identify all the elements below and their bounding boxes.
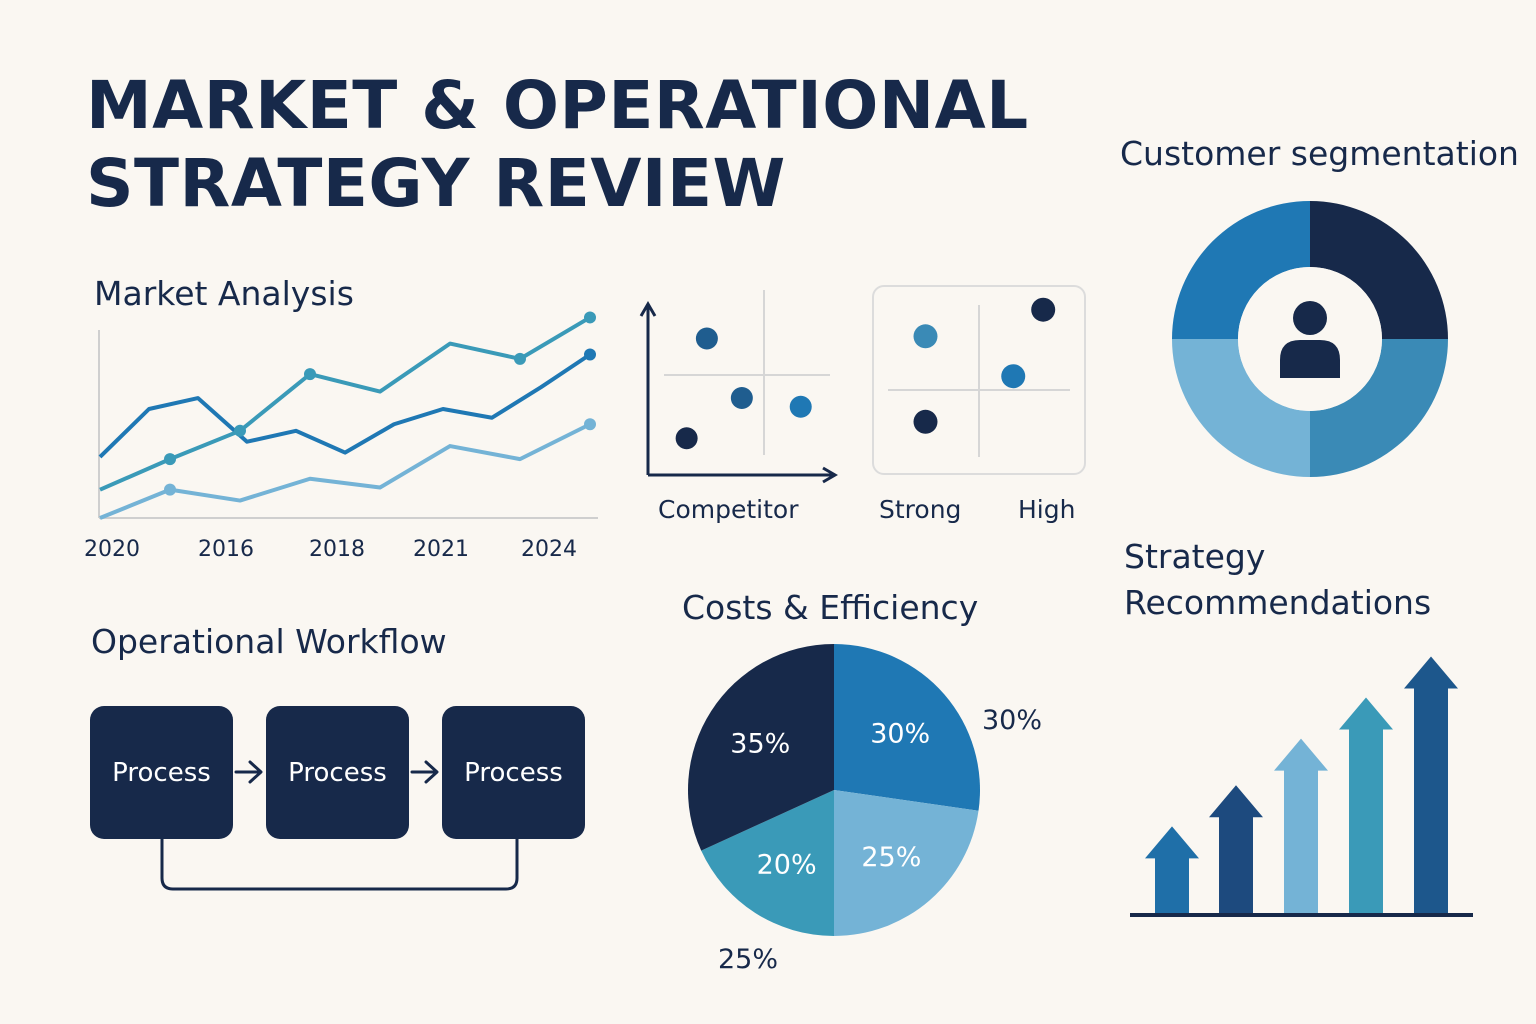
series-point [584,348,596,361]
arrow-right-icon [410,760,439,784]
arrow-bar [1339,697,1393,914]
pie-slice [688,644,834,851]
high-label: High [1018,495,1076,524]
x-tick-label: 2016 [198,537,254,562]
series-point [584,311,596,324]
strategy-recommendations-label-2: Recommendations [1124,583,1432,622]
process-step-label: Process [464,757,563,788]
pie-slice [834,790,979,936]
strength-matrix-frame [872,285,1086,475]
series-line [99,422,591,520]
series-point [514,352,526,365]
process-step-label: Process [112,757,211,788]
x-axis-arrow [648,466,838,484]
process-step-3: Process [442,706,585,839]
pie-slice-label: 25% [861,842,921,873]
arrow-bar [1274,738,1328,914]
strategy-recommendations-label-1: Strategy [1124,537,1266,576]
operational-workflow-label: Operational Workflow [91,622,447,661]
scatter-point [789,395,812,418]
y-axis-arrow [639,301,657,475]
page-title-line-1: MARKET & OPERATIONAL [86,67,1029,144]
pie-slice-label: 30% [870,719,930,750]
pie-slice [701,790,834,936]
process-step-label: Process [288,757,387,788]
x-tick-label: 2024 [521,537,577,562]
pie-external-label: 30% [982,705,1042,736]
series-point [164,453,176,466]
series-point [164,483,176,496]
x-tick-label: 2020 [84,537,140,562]
series-point [234,424,246,437]
person-icon [1280,301,1340,378]
arrow-bar [1209,785,1263,914]
x-tick-label: 2018 [309,537,365,562]
process-step-2: Process [266,706,409,839]
scatter-point [695,327,718,350]
series-line [99,315,592,492]
page-title-line-2: STRATEGY REVIEW [86,145,786,222]
scatter-point [675,427,698,450]
process-step-1: Process [90,706,233,839]
pie-slice [834,644,980,811]
market-analysis-label: Market Analysis [94,274,354,313]
costs-efficiency-label: Costs & Efficiency [682,588,979,627]
customer-segmentation-label: Customer segmentation [1120,134,1519,173]
x-tick-label: 2021 [413,537,469,562]
scatter-point [730,387,753,409]
series-point [304,368,316,381]
feedback-loop-line [160,839,519,891]
series-line [98,352,592,459]
arrow-right-icon [234,760,263,784]
strong-label: Strong [879,495,962,524]
competitor-label: Competitor [658,495,799,524]
pie-external-label: 25% [718,944,778,975]
pie-slice-label: 35% [730,729,790,760]
arrow-bar [1145,826,1199,914]
series-point [584,418,596,431]
arrow-bar [1404,656,1458,914]
pie-slice-label: 20% [757,850,817,881]
